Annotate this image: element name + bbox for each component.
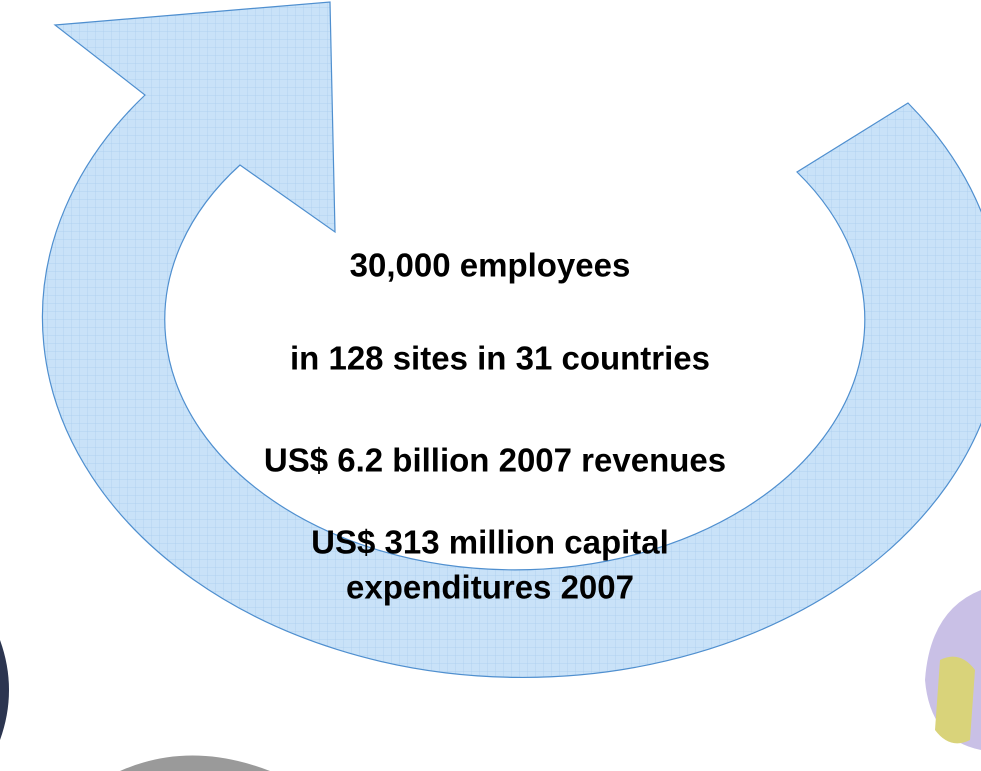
circular-arrow xyxy=(41,1,981,679)
fact-line: in 128 sites in 31 countries xyxy=(290,340,710,377)
fact-line: US$ 313 million capital xyxy=(311,524,669,561)
photo-fragment xyxy=(120,755,270,771)
fact-line: 30,000 employees xyxy=(350,247,631,284)
fact-line: US$ 6.2 billion 2007 revenues xyxy=(264,442,726,479)
photo-fragment xyxy=(0,640,9,740)
fact-line: expenditures 2007 xyxy=(346,569,634,606)
photo-fragment xyxy=(935,656,975,744)
